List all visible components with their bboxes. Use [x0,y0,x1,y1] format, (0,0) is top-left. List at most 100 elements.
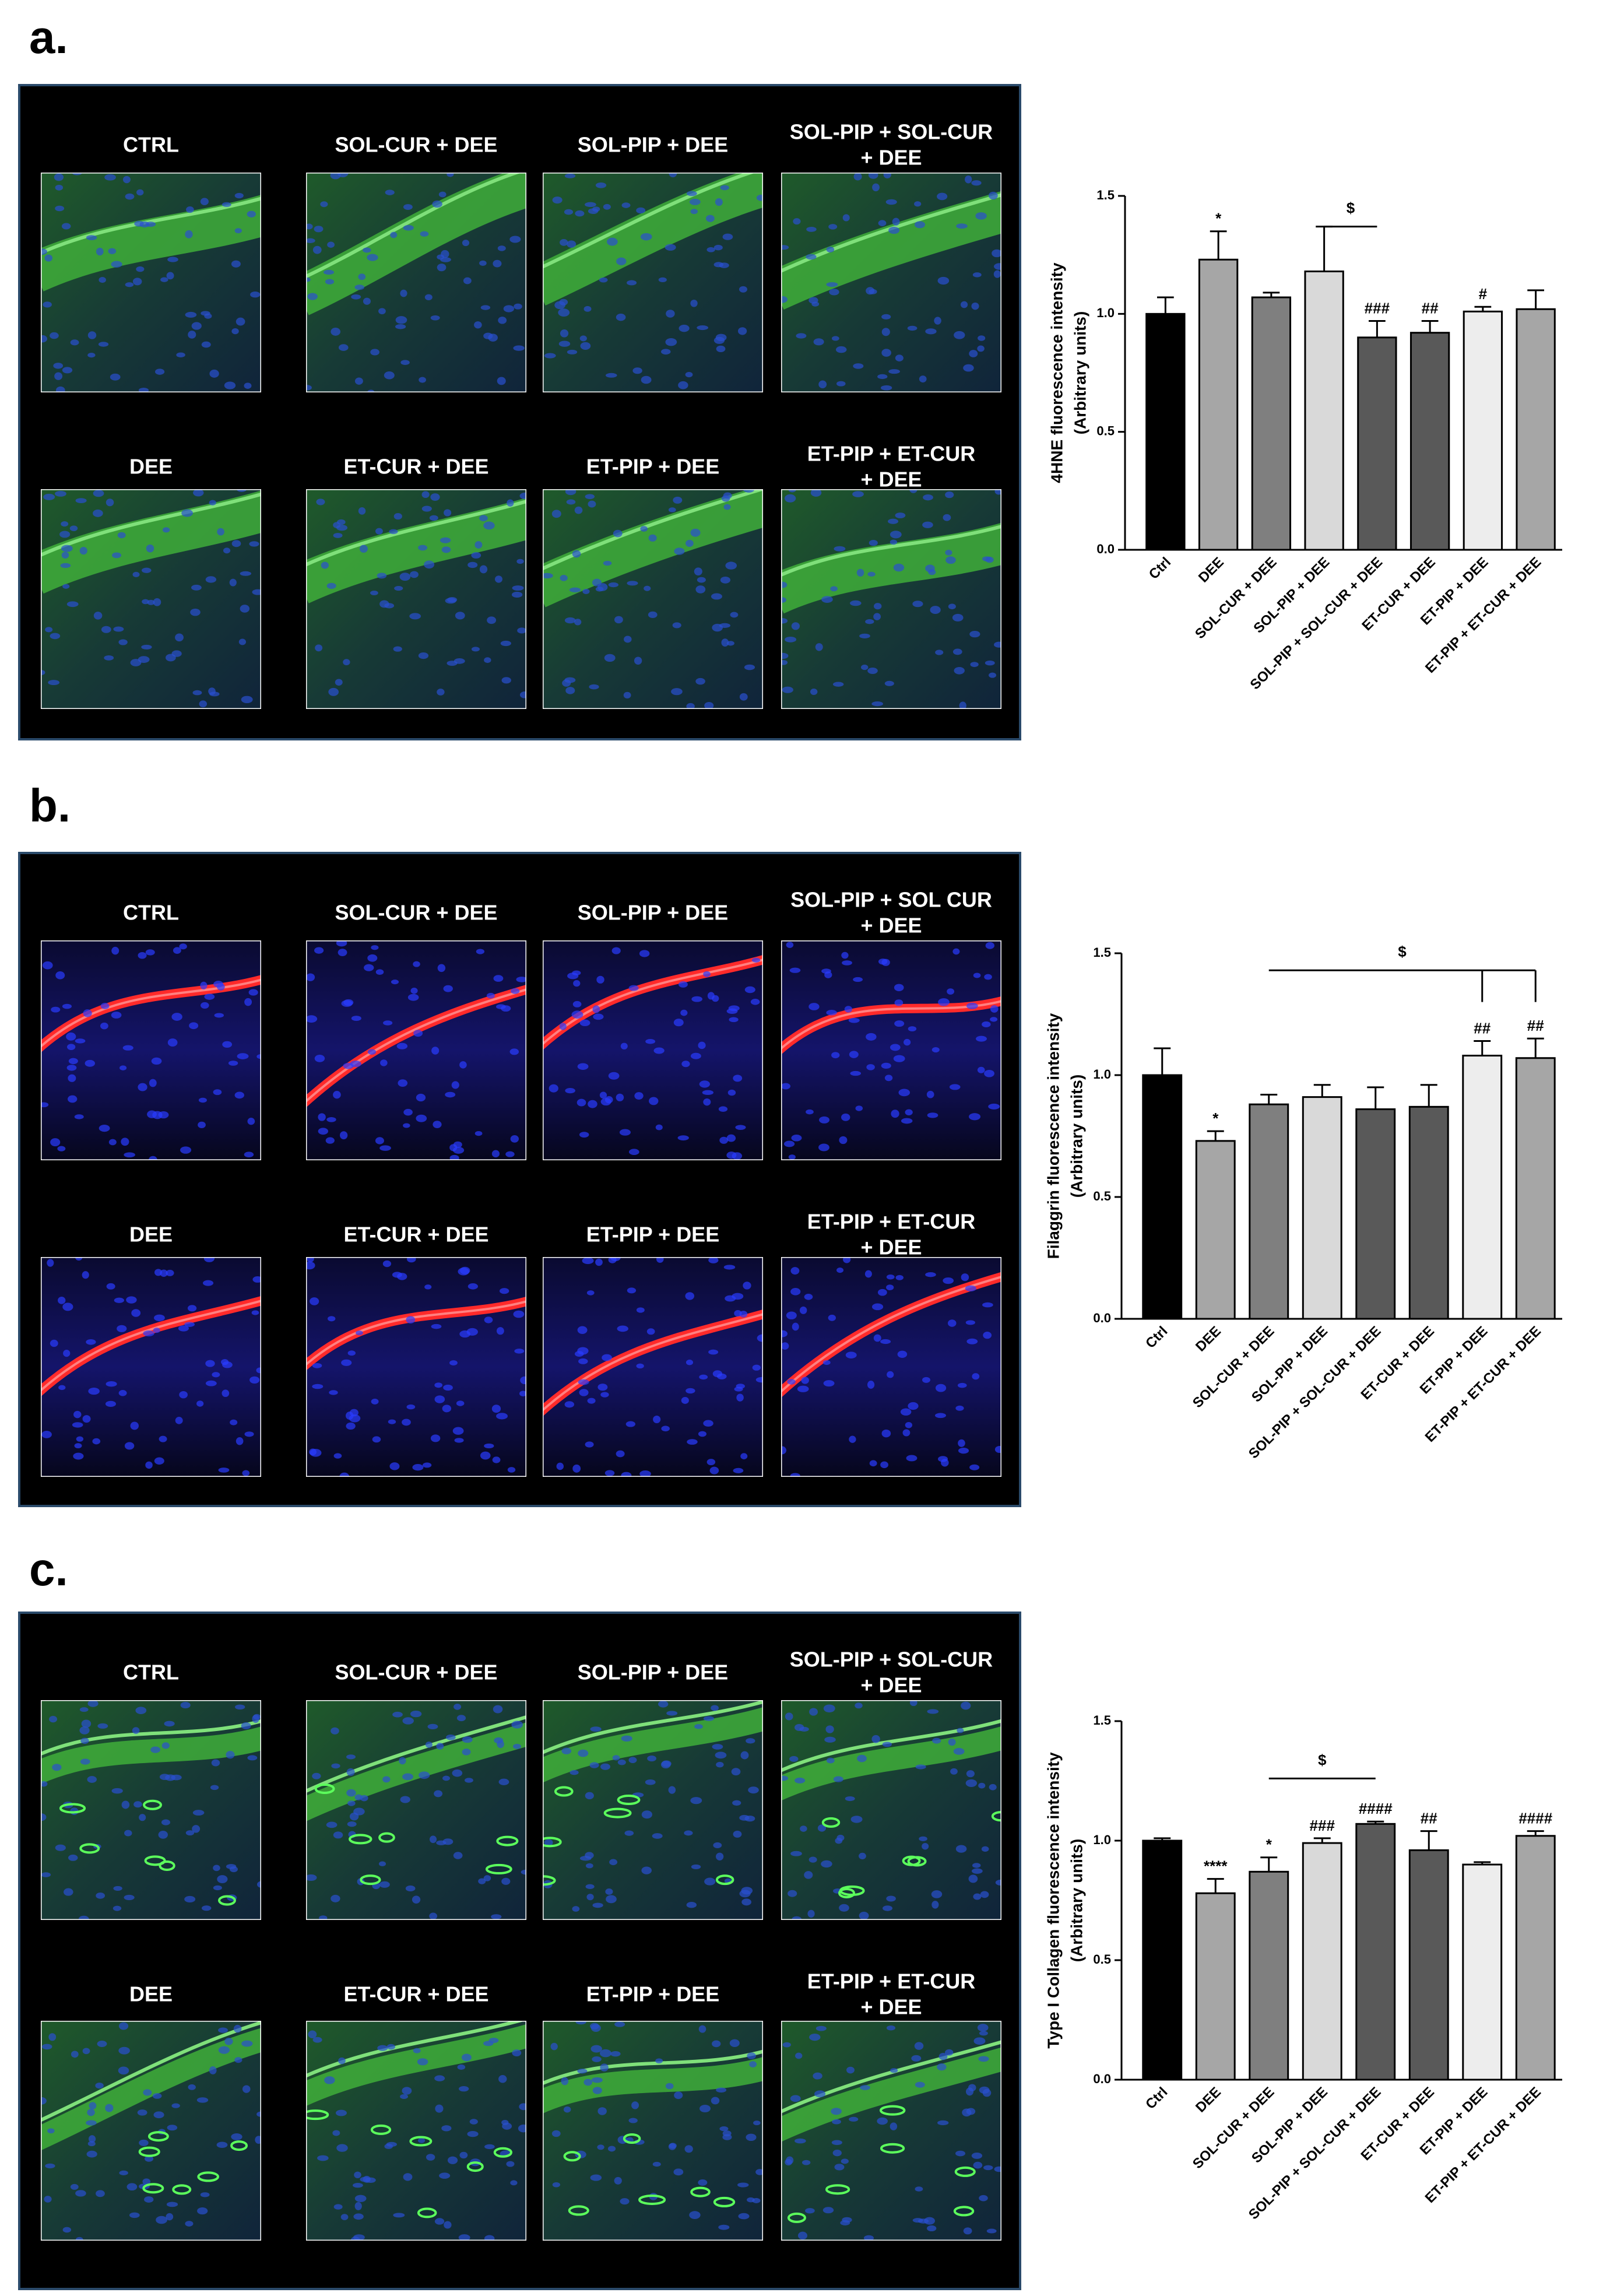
nucleus [45,627,53,633]
nucleus [203,1280,214,1286]
nucleus [312,1772,321,1779]
nucleus [340,2214,349,2220]
nucleus [41,1781,48,1787]
nucleus [519,1391,526,1397]
nucleus [518,2124,526,2133]
nucleus [234,1091,245,1099]
nucleus [935,1384,947,1392]
nucleus [118,2046,130,2055]
epidermis-edge [781,2040,1001,2114]
nucleus [867,668,878,674]
nucleus [743,489,755,493]
nucleus [498,1778,509,1785]
nucleus [723,504,731,510]
nucleus [746,2133,757,2141]
epidermis [543,489,763,608]
nucleus [50,1339,58,1347]
nucleus [192,690,202,696]
nucleus [977,1066,985,1073]
nucleus [403,1123,410,1128]
nucleus [389,529,398,535]
nucleus [96,1892,106,1899]
nucleus [447,596,458,603]
nucleus [623,691,631,698]
nucleus [205,1380,217,1386]
bar [1357,336,1397,551]
nucleus [716,1852,724,1860]
nucleus [514,303,522,310]
nucleus [965,1779,978,1787]
nucleus [737,327,747,335]
nucleus [740,1453,748,1459]
nucleus [108,248,117,254]
nucleus [781,245,789,250]
nucleus [881,314,891,320]
nucleus [451,1081,459,1089]
nucleus [429,515,438,521]
y-tick-label: 0.0 [1093,1311,1111,1325]
nucleus [306,1015,318,1023]
nucleus [656,1257,664,1263]
nucleus [493,259,502,268]
nucleus [443,1384,453,1391]
nucleus [727,1089,736,1096]
nucleus [498,317,507,324]
nucleus [388,1419,396,1424]
nucleus [400,2094,409,2100]
nucleus [914,221,926,229]
nucleus [454,1704,462,1710]
nucleus [752,2197,761,2203]
nucleus [402,1717,414,1725]
nucleus [655,2058,663,2064]
nucleus [579,1132,589,1138]
nucleus [49,1715,58,1723]
nucleus [326,1117,336,1122]
x-tick-label: Ctrl [1143,2084,1170,2112]
nucleus [130,1421,139,1430]
nucleus [708,1257,719,1263]
micrograph-label: DEE [129,1223,173,1247]
nucleus [54,372,63,380]
nucleus [476,949,485,954]
nucleus [627,1287,637,1294]
nucleus [640,233,652,241]
nucleus [403,1108,413,1116]
bar [1145,313,1186,551]
nucleus [599,1091,607,1099]
nucleus [744,1816,755,1822]
nucleus [214,1013,224,1018]
nucleus [393,2213,405,2218]
nucleus [205,576,217,583]
nucleus [860,664,869,670]
nucleus [855,1702,863,1709]
nucleus [789,967,801,973]
nucleus [882,1742,892,1747]
nucleus [972,272,982,278]
nucleus [460,1266,470,1275]
nucleus [427,1723,438,1730]
nucleus [975,212,987,220]
nucleus [881,328,890,336]
nucleus [880,1461,888,1469]
nucleus [113,626,124,632]
collagen-fiber [825,2184,850,2195]
nucleus [563,2106,571,2113]
nucleus [681,1397,689,1404]
nucleus [583,2079,593,2086]
nucleus [853,977,863,982]
nucleus [592,1005,600,1013]
nucleus [842,214,850,222]
nucleus [335,679,343,686]
nucleus [744,664,755,670]
nucleus [806,227,817,232]
nucleus [915,1764,926,1770]
nucleus [628,2118,638,2123]
nucleus [634,1092,644,1100]
micrograph-label: SOL-PIP + SOL-CUR [790,120,993,144]
nucleus [711,1705,719,1711]
nucleus [832,2149,842,2157]
nucleus [306,238,315,243]
nucleus [171,650,182,657]
significance-label: ### [1310,1817,1335,1834]
nucleus [474,1131,483,1136]
